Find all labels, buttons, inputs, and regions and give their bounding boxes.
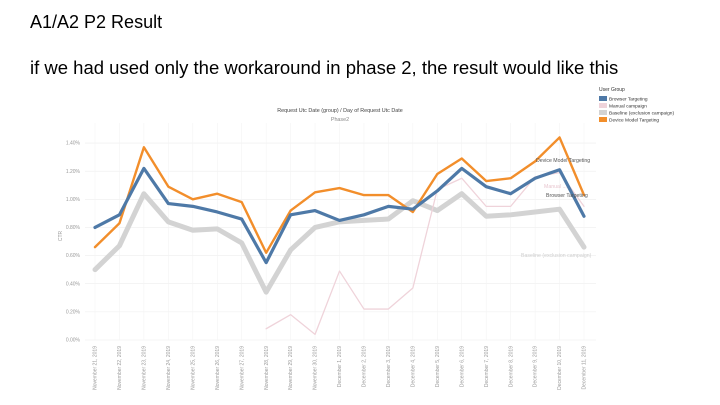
legend-label: Manual campaign bbox=[609, 103, 647, 109]
y-tick-label: 1.00% bbox=[66, 197, 81, 203]
chart-subtitle: Phase2 bbox=[331, 117, 349, 123]
x-tick-label: December 5, 2019 bbox=[435, 346, 441, 387]
x-tick-label: December 4, 2019 bbox=[410, 346, 416, 387]
legend-label: Device Model Targeting bbox=[609, 117, 659, 123]
slide-title: A1/A2 P2 Result bbox=[30, 12, 163, 32]
y-axis-label: CTR bbox=[58, 230, 64, 241]
x-tick-label: November 21, 2019 bbox=[93, 346, 99, 390]
x-tick-label: December 11, 2019 bbox=[582, 346, 588, 390]
grid-layer bbox=[85, 123, 596, 341]
x-tick-label: December 3, 2019 bbox=[386, 346, 392, 387]
x-tick-label: November 25, 2019 bbox=[190, 346, 196, 390]
y-tick-label: 0.20% bbox=[66, 309, 81, 315]
y-tick-label: 0.60% bbox=[66, 253, 81, 259]
legend-title: User Group bbox=[599, 87, 625, 93]
series-line-device-model-targeting bbox=[93, 136, 586, 254]
series-layer bbox=[92, 136, 587, 336]
y-tick-labels: 0.00% 0.20% 0.40% 0.60% 0.80% 1.00% 1.20% 1.40% bbox=[66, 141, 81, 344]
y-tick-label: 0.80% bbox=[66, 225, 81, 231]
legend-swatch bbox=[599, 110, 607, 115]
x-tick-label: December 6, 2019 bbox=[459, 346, 465, 387]
x-tick-label: December 7, 2019 bbox=[484, 346, 490, 387]
x-tick-label: December 8, 2019 bbox=[508, 346, 514, 387]
legend-swatch bbox=[599, 96, 607, 101]
x-tick-label: December 9, 2019 bbox=[533, 346, 539, 387]
legend-swatch bbox=[599, 103, 607, 108]
x-tick-label: November 27, 2019 bbox=[239, 346, 245, 390]
y-tick-label: 1.20% bbox=[66, 169, 81, 175]
x-tick-label: November 24, 2019 bbox=[166, 346, 172, 390]
x-tick-labels: November 21, 2019 November 22, 2019 Novemb… bbox=[93, 346, 588, 390]
x-tick-label: November 29, 2019 bbox=[288, 346, 294, 390]
chart-title: Request Utc Date (group) / Day of Reques… bbox=[277, 108, 403, 114]
x-tick-label: November 30, 2019 bbox=[313, 346, 319, 390]
y-tick-label: 0.40% bbox=[66, 281, 81, 287]
x-tick-label: November 22, 2019 bbox=[117, 346, 123, 390]
series-line-browser-targeting bbox=[93, 166, 586, 265]
x-tick-label: December 1, 2019 bbox=[337, 346, 343, 387]
legend-label: Browser Targeting bbox=[609, 96, 648, 102]
label-browser: Browser Targeting bbox=[546, 193, 588, 199]
y-tick-label: 0.00% bbox=[66, 338, 81, 344]
label-manual: Manual ... bbox=[544, 184, 567, 190]
x-tick-label: December 10, 2019 bbox=[557, 346, 563, 390]
x-tick-label: November 28, 2019 bbox=[264, 346, 270, 390]
label-device-model: Device Model Targeting bbox=[536, 158, 590, 164]
x-tick-label: November 23, 2019 bbox=[142, 346, 148, 390]
x-tick-label: November 26, 2019 bbox=[215, 346, 221, 390]
legend-swatch bbox=[599, 117, 607, 122]
label-baseline: Baseline (exclusion campaign) bbox=[521, 253, 592, 259]
x-tick-label: December 2, 2019 bbox=[362, 346, 368, 387]
slide-subtitle: if we had used only the workaround in ph… bbox=[30, 57, 619, 78]
y-tick-label: 1.40% bbox=[66, 141, 81, 147]
legend-label: Baseline (exclusion campaign) bbox=[609, 110, 674, 116]
